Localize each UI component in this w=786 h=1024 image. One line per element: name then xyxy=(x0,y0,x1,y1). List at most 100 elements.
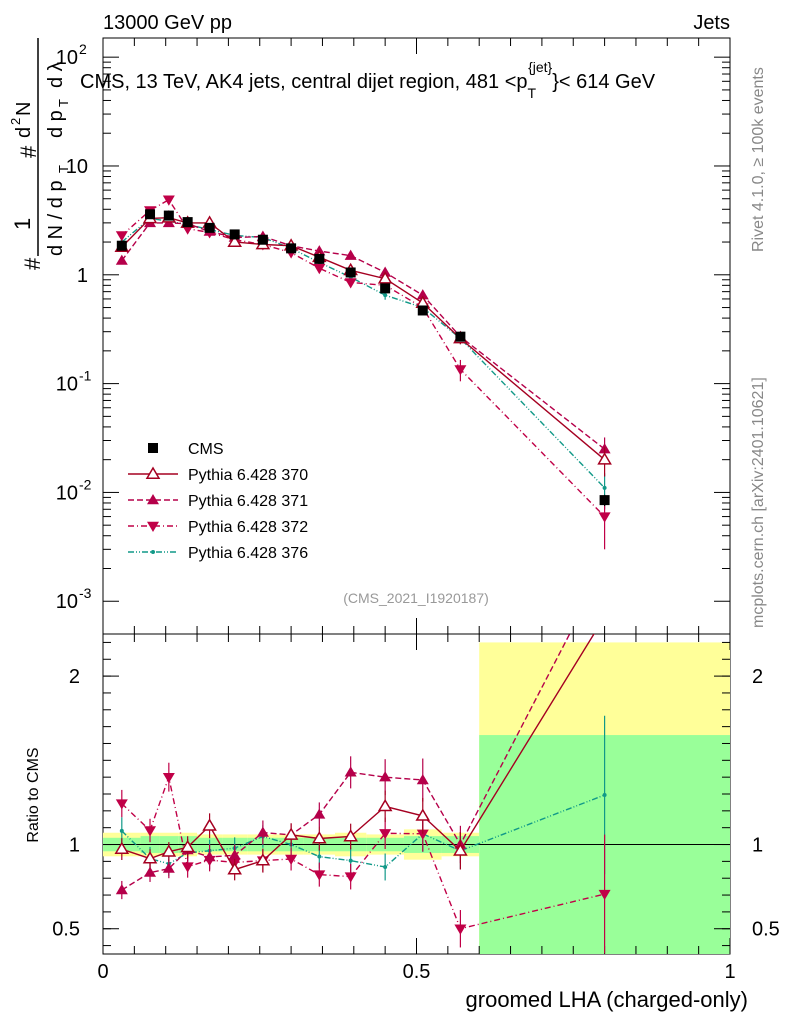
ratio-point xyxy=(379,829,392,840)
ratio-point xyxy=(162,862,175,873)
legend-marker xyxy=(147,494,159,505)
ratio-point xyxy=(453,843,468,856)
legend-label: Pythia 6.428 371 xyxy=(188,493,308,510)
y-tick-exponent: -2 xyxy=(79,476,92,492)
legend-marker xyxy=(148,443,158,453)
ratio-point xyxy=(313,808,326,819)
header-category-label: Jets xyxy=(693,12,730,34)
data-point xyxy=(182,217,193,228)
data-point xyxy=(286,243,297,254)
x-tick-label: 0 xyxy=(97,961,108,983)
plot-title-main: CMS, 13 TeV, AK4 jets, central dijet reg… xyxy=(80,71,528,93)
svg-text:d N / d p: d N / d p xyxy=(45,180,67,256)
svg-text:#: # xyxy=(16,145,41,158)
data-point xyxy=(344,278,357,289)
ratio-line xyxy=(121,634,571,891)
y-tick-exponent: 2 xyxy=(79,41,87,57)
series-4 xyxy=(119,214,607,510)
legend-label: Pythia 6.428 376 xyxy=(188,545,308,562)
data-point xyxy=(314,253,325,264)
series-0 xyxy=(116,209,610,507)
y-axis-label-main: # 1 d N / d p T # d 2 N d p T d λ xyxy=(8,38,71,270)
series-line xyxy=(121,216,606,461)
ratio-point xyxy=(454,924,467,935)
ratio-y-tick-label: 1 xyxy=(69,835,80,857)
data-point xyxy=(227,234,242,247)
ratio-point xyxy=(602,792,607,797)
y-axis-label-ratio: Ratio to CMS xyxy=(25,747,42,842)
ratio-point xyxy=(416,774,429,785)
data-point xyxy=(416,289,429,300)
ratio-point xyxy=(598,889,611,901)
y-tick-label: 1 xyxy=(77,265,88,287)
data-point xyxy=(599,495,610,506)
ratio-series-1 xyxy=(114,634,595,881)
legend: CMS Pythia 6.428 370 Pythia 6.428 371 Pythi… xyxy=(128,441,308,562)
analysis-id: (CMS_2021_I1920187) xyxy=(343,590,489,606)
data-point xyxy=(377,271,393,284)
ratio-point xyxy=(144,826,157,837)
data-point xyxy=(598,512,611,523)
svg-text:2: 2 xyxy=(8,118,23,125)
plot-title-sup: {jet} xyxy=(528,59,552,75)
data-point xyxy=(163,210,174,221)
data-point xyxy=(313,263,326,275)
svg-text:T: T xyxy=(56,99,71,107)
ratio-point xyxy=(203,851,216,862)
x-tick-label: 1 xyxy=(724,961,735,983)
series-1 xyxy=(114,210,612,477)
ratio-point xyxy=(161,844,177,857)
svg-text:N: N xyxy=(13,102,35,116)
x-tick-label: 0.5 xyxy=(403,961,431,983)
ratio-y-tick-label-right: 2 xyxy=(752,666,763,688)
ratio-point xyxy=(255,853,271,866)
plot-title-end: }< 614 GeV xyxy=(552,71,656,93)
data-point xyxy=(116,240,127,251)
data-point xyxy=(455,331,466,342)
data-point xyxy=(383,293,388,298)
ratio-point xyxy=(115,884,128,895)
svg-text:#: # xyxy=(20,257,45,270)
ratio-point xyxy=(348,858,353,863)
ratio-point xyxy=(343,829,358,842)
legend-label: CMS xyxy=(188,441,224,458)
data-point xyxy=(380,283,391,294)
main-series-group xyxy=(114,195,612,550)
data-point xyxy=(115,254,128,265)
ratio-point xyxy=(162,772,175,784)
ratio-point xyxy=(415,808,431,821)
svg-text:d λ: d λ xyxy=(45,61,67,88)
y-tick-exponent: -1 xyxy=(79,368,92,384)
data-point xyxy=(454,365,467,376)
ratio-point xyxy=(344,766,357,777)
svg-text:d: d xyxy=(13,127,35,138)
ratio-point xyxy=(142,851,158,864)
y-tick-exponent: -3 xyxy=(79,585,92,601)
ratio-uncertainty-bands xyxy=(103,642,730,954)
data-point xyxy=(345,267,356,278)
plot-title-sub: T xyxy=(528,85,537,101)
data-point xyxy=(257,234,268,245)
ratio-point xyxy=(114,841,130,855)
data-point xyxy=(162,195,175,206)
ratio-point xyxy=(119,828,124,833)
ratio-point xyxy=(115,799,128,810)
ratio-point xyxy=(312,831,327,844)
ratio-line xyxy=(121,774,605,930)
ratio-y-tick-label: 2 xyxy=(69,666,80,688)
ratio-point xyxy=(181,862,194,873)
ratio-point xyxy=(313,870,326,881)
side-label-mcplots: mcplots.cern.ch [arXiv:2401.10621] xyxy=(750,377,767,628)
data-point xyxy=(204,222,215,233)
ratio-point xyxy=(256,826,269,837)
data-point xyxy=(229,229,240,240)
header-collision-label: 13000 GeV pp xyxy=(103,12,232,34)
svg-text:1: 1 xyxy=(10,218,35,230)
data-point xyxy=(597,452,612,465)
ratio-series-group xyxy=(114,634,611,954)
ratio-point xyxy=(227,862,242,875)
legend-label: Pythia 6.428 370 xyxy=(188,467,308,484)
data-point xyxy=(417,305,428,316)
svg-text:d p: d p xyxy=(45,110,67,138)
